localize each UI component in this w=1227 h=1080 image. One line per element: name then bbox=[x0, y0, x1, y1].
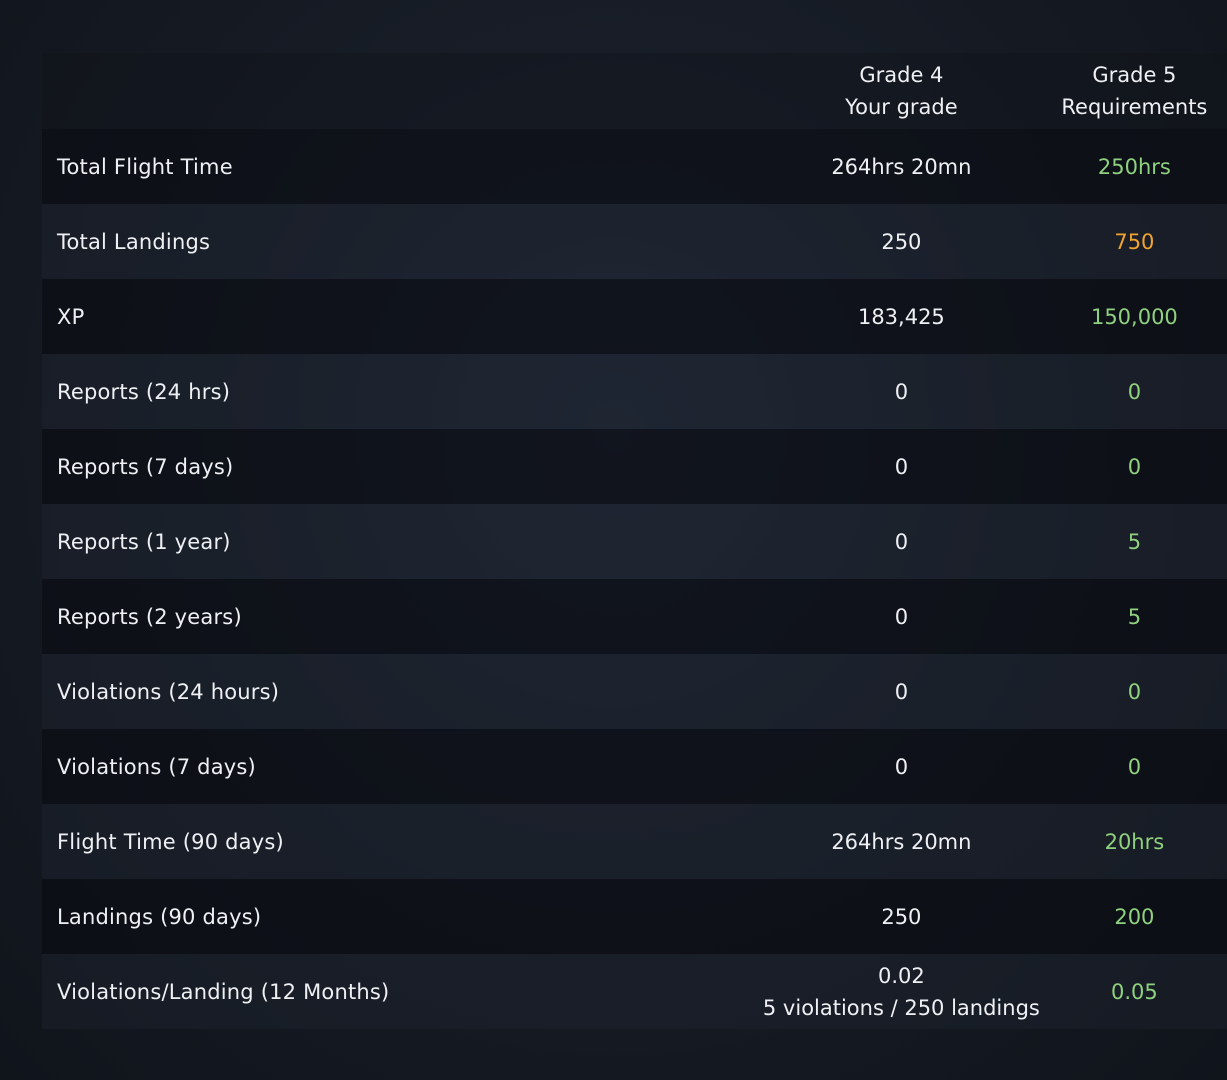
table-row: Reports (24 hrs) 0 0 bbox=[42, 354, 1227, 429]
current-value: 250 bbox=[881, 904, 922, 929]
row-label: Reports (7 days) bbox=[57, 454, 234, 479]
table-row: Violations (7 days) 0 0 bbox=[42, 729, 1227, 804]
next-grade-title: Grade 5 bbox=[1092, 63, 1177, 87]
table-row: Violations/Landing (12 Months) 0.02 5 vi… bbox=[42, 954, 1227, 1029]
row-label: Reports (2 years) bbox=[57, 604, 242, 629]
row-label: XP bbox=[57, 304, 85, 329]
row-label: Violations/Landing (12 Months) bbox=[57, 979, 390, 1004]
current-value: 0 bbox=[894, 529, 909, 554]
row-label: Total Flight Time bbox=[57, 154, 233, 179]
current-value: 250 bbox=[881, 229, 922, 254]
table-header: Grade 4 Your grade Grade 5 Requirements bbox=[42, 53, 1227, 129]
row-label: Violations (7 days) bbox=[57, 754, 256, 779]
row-label: Flight Time (90 days) bbox=[57, 829, 284, 854]
required-value: 0 bbox=[1127, 754, 1142, 779]
current-value: 0 bbox=[894, 679, 909, 704]
row-label: Total Landings bbox=[57, 229, 211, 254]
current-grade-header: Grade 4 Your grade bbox=[761, 53, 1042, 129]
row-label: Violations (24 hours) bbox=[57, 679, 280, 704]
current-ratio-detail: 5 violations / 250 landings bbox=[762, 995, 1040, 1020]
current-ratio: 0.02 bbox=[878, 963, 925, 988]
required-value: 0.05 bbox=[1111, 979, 1158, 1004]
required-value: 250hrs bbox=[1097, 154, 1171, 179]
current-value: 264hrs 20mn bbox=[831, 154, 972, 179]
grade-requirements-table: Grade 4 Your grade Grade 5 Requirements … bbox=[42, 53, 1227, 1029]
required-value: 20hrs bbox=[1104, 829, 1165, 854]
required-value: 0 bbox=[1127, 379, 1142, 404]
table-row: Violations (24 hours) 0 0 bbox=[42, 654, 1227, 729]
table-row: Reports (2 years) 0 5 bbox=[42, 579, 1227, 654]
current-value: 0 bbox=[894, 454, 909, 479]
next-grade-header: Grade 5 Requirements bbox=[1042, 53, 1227, 129]
current-value: 0 bbox=[894, 604, 909, 629]
table-row: XP 183,425 150,000 bbox=[42, 279, 1227, 354]
current-value: 0.02 5 violations / 250 landings bbox=[761, 960, 1042, 1024]
table-row: Reports (7 days) 0 0 bbox=[42, 429, 1227, 504]
table-row: Flight Time (90 days) 264hrs 20mn 20hrs bbox=[42, 804, 1227, 879]
row-label: Reports (1 year) bbox=[57, 529, 231, 554]
row-label: Landings (90 days) bbox=[57, 904, 262, 929]
required-value: 0 bbox=[1127, 454, 1142, 479]
current-grade-title: Grade 4 bbox=[859, 63, 944, 87]
next-grade-subtitle: Requirements bbox=[1061, 95, 1208, 119]
table-row: Reports (1 year) 0 5 bbox=[42, 504, 1227, 579]
required-value: 5 bbox=[1127, 529, 1142, 554]
current-value: 183,425 bbox=[857, 304, 945, 329]
table-row: Landings (90 days) 250 200 bbox=[42, 879, 1227, 954]
current-value: 0 bbox=[894, 379, 909, 404]
current-value: 264hrs 20mn bbox=[831, 829, 972, 854]
required-value: 0 bbox=[1127, 679, 1142, 704]
row-label: Reports (24 hrs) bbox=[57, 379, 231, 404]
header-spacer bbox=[42, 53, 761, 129]
required-value: 150,000 bbox=[1090, 304, 1178, 329]
required-value: 750 bbox=[1114, 229, 1155, 254]
table-row: Total Landings 250 750 bbox=[42, 204, 1227, 279]
required-value: 5 bbox=[1127, 604, 1142, 629]
required-value: 200 bbox=[1114, 904, 1155, 929]
current-grade-subtitle: Your grade bbox=[845, 95, 958, 119]
current-value: 0 bbox=[894, 754, 909, 779]
table-row: Total Flight Time 264hrs 20mn 250hrs bbox=[42, 129, 1227, 204]
